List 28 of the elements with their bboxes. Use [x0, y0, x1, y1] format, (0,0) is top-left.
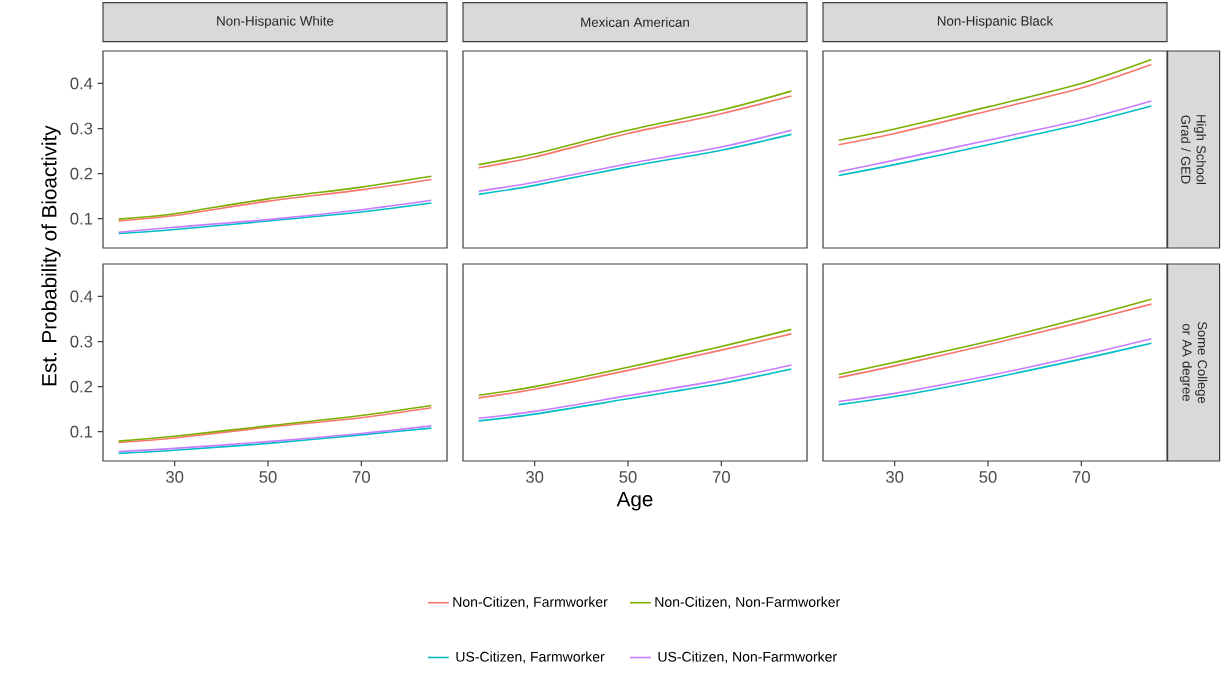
legend-label: Non-Citizen, Farmworker	[453, 596, 608, 609]
x-tick-label: 30	[526, 471, 544, 483]
y-tick-label: 0.2	[70, 380, 93, 393]
y-tick-label: 0.3	[70, 335, 93, 348]
x-tick-label: 70	[1072, 471, 1090, 483]
chart-title: Non-Hispanic Black	[937, 15, 1054, 29]
y-tick-label: 0.1	[70, 425, 93, 438]
x-tick-label: 70	[352, 471, 370, 483]
x-tick-label: 50	[619, 471, 637, 483]
x-tick-label: 30	[166, 471, 184, 483]
x-tick-label: 50	[979, 471, 997, 483]
x-tick-label: 50	[259, 471, 277, 483]
y2-axis-title: High School Grad / GED	[1181, 115, 1207, 185]
legend-label: US-Citizen, Farmworker	[456, 651, 605, 664]
chart-title: Non-Hispanic White	[217, 15, 334, 29]
y2-axis-title: Some College or AA degree	[1179, 321, 1208, 404]
x-axis-title: Age	[616, 492, 653, 511]
y-tick-label: 0.1	[70, 212, 93, 225]
x-tick-label: 30	[886, 471, 904, 483]
legend-label: Non-Citizen, Non-Farmworker	[655, 596, 840, 609]
y-tick-label: 0.2	[70, 167, 93, 180]
y-tick-label: 0.3	[70, 122, 93, 135]
y-axis-title: Est. Probability of Bioactivity	[41, 125, 61, 386]
y-tick-label: 0.4	[70, 290, 93, 303]
legend-label: US-Citizen, Non-Farmworker	[658, 651, 837, 664]
chart-title: Mexican American	[581, 17, 689, 27]
y-tick-label: 0.4	[70, 77, 93, 90]
x-tick-label: 70	[712, 471, 730, 483]
